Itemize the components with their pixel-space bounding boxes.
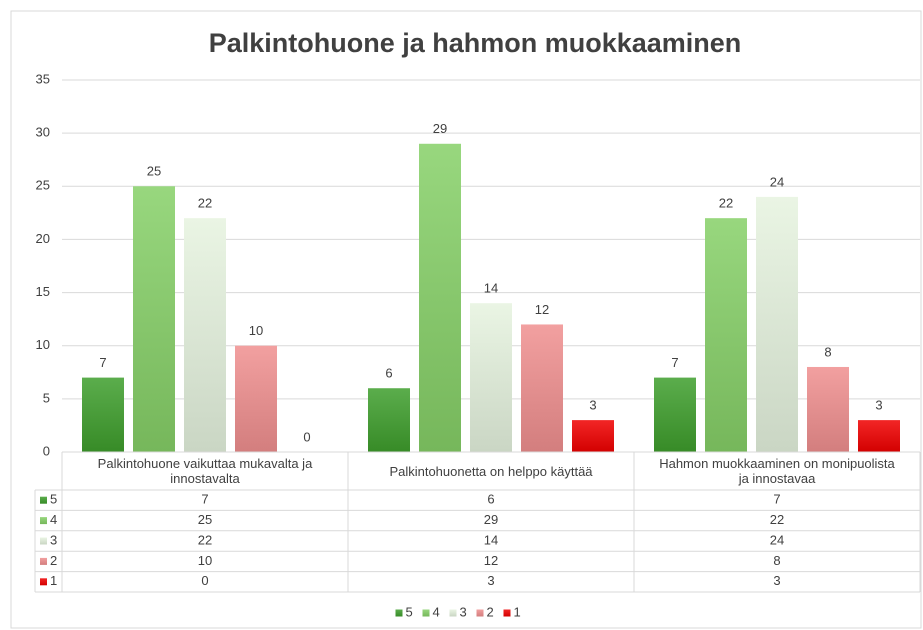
table-key <box>40 496 47 504</box>
bar <box>419 143 461 452</box>
legend-label: 4 <box>433 604 440 619</box>
bar <box>470 303 512 452</box>
bar <box>858 420 900 452</box>
table-key <box>40 557 47 565</box>
legend-label: 5 <box>406 604 413 619</box>
legend-label: 1 <box>514 604 521 619</box>
bar <box>235 345 277 452</box>
category-text: Palkintohuonetta on helppo käyttää <box>389 463 593 479</box>
chart-title: Palkintohuone ja hahmon muokkaaminen <box>209 28 742 58</box>
bar <box>705 218 747 452</box>
bar <box>133 186 175 453</box>
legend-label: 2 <box>487 604 494 619</box>
bar <box>807 366 849 452</box>
y-tick-label: 25 <box>36 178 50 193</box>
bar <box>654 377 696 452</box>
legend-label: 3 <box>460 604 467 619</box>
table-value: 0 <box>201 573 208 588</box>
data-label: 0 <box>303 429 310 444</box>
bar <box>82 377 124 452</box>
y-tick-label: 0 <box>43 443 50 458</box>
data-label: 14 <box>484 281 498 296</box>
table-value: 25 <box>198 512 212 527</box>
data-label: 29 <box>433 121 447 136</box>
data-label: 10 <box>249 323 263 338</box>
data-label: 12 <box>535 302 549 317</box>
table-value: 22 <box>198 532 212 547</box>
data-label: 24 <box>770 174 784 189</box>
table-series-name: 5 <box>50 492 57 507</box>
category-label: Palkintohuonetta on helppo käyttää <box>389 463 593 479</box>
table-value: 7 <box>201 492 208 507</box>
y-tick-label: 5 <box>43 390 50 405</box>
category-label: Palkintohuone vaikuttaa mukavalta ja inn… <box>97 456 313 486</box>
y-tick-label: 10 <box>36 337 50 352</box>
legend-key <box>422 609 430 617</box>
data-label: 7 <box>99 355 106 370</box>
table-value: 6 <box>487 492 494 507</box>
category-text: Hahmon muokkaaminen on monipuolista ja i… <box>659 456 895 486</box>
table-series-name: 2 <box>50 553 57 568</box>
bar <box>521 324 563 452</box>
table-value: 7 <box>773 492 780 507</box>
table-value: 29 <box>484 512 498 527</box>
category-label: Hahmon muokkaaminen on monipuolista ja i… <box>659 456 895 486</box>
y-tick-label: 15 <box>36 284 50 299</box>
table-key <box>40 578 47 586</box>
data-label: 3 <box>589 398 596 413</box>
table-value: 14 <box>484 532 498 547</box>
y-tick-label: 35 <box>36 71 50 86</box>
legend-key <box>503 609 511 617</box>
bar <box>368 388 410 452</box>
legend-key <box>449 609 457 617</box>
table-series-name: 4 <box>50 512 57 527</box>
legend-key <box>395 609 403 617</box>
data-label: 3 <box>875 398 882 413</box>
y-tick-label: 20 <box>36 231 50 246</box>
data-label: 22 <box>198 196 212 211</box>
data-label: 22 <box>719 196 733 211</box>
table-series-name: 1 <box>50 573 57 588</box>
table-series-name: 3 <box>50 532 57 547</box>
table-value: 22 <box>770 512 784 527</box>
data-label: 7 <box>671 355 678 370</box>
bar <box>184 218 226 452</box>
bar <box>756 196 798 452</box>
legend-key <box>476 609 484 617</box>
table-key <box>40 537 47 545</box>
y-tick-label: 30 <box>36 125 50 140</box>
table-value: 3 <box>773 573 780 588</box>
table-value: 8 <box>773 553 780 568</box>
data-label: 6 <box>385 366 392 381</box>
table-value: 12 <box>484 553 498 568</box>
table-value: 3 <box>487 573 494 588</box>
table-key <box>40 517 47 525</box>
table-value: 10 <box>198 553 212 568</box>
bar <box>572 420 614 452</box>
data-label: 8 <box>824 344 831 359</box>
data-label: 25 <box>147 164 161 179</box>
category-text: Palkintohuone vaikuttaa mukavalta ja inn… <box>97 456 313 486</box>
table-value: 24 <box>770 532 784 547</box>
